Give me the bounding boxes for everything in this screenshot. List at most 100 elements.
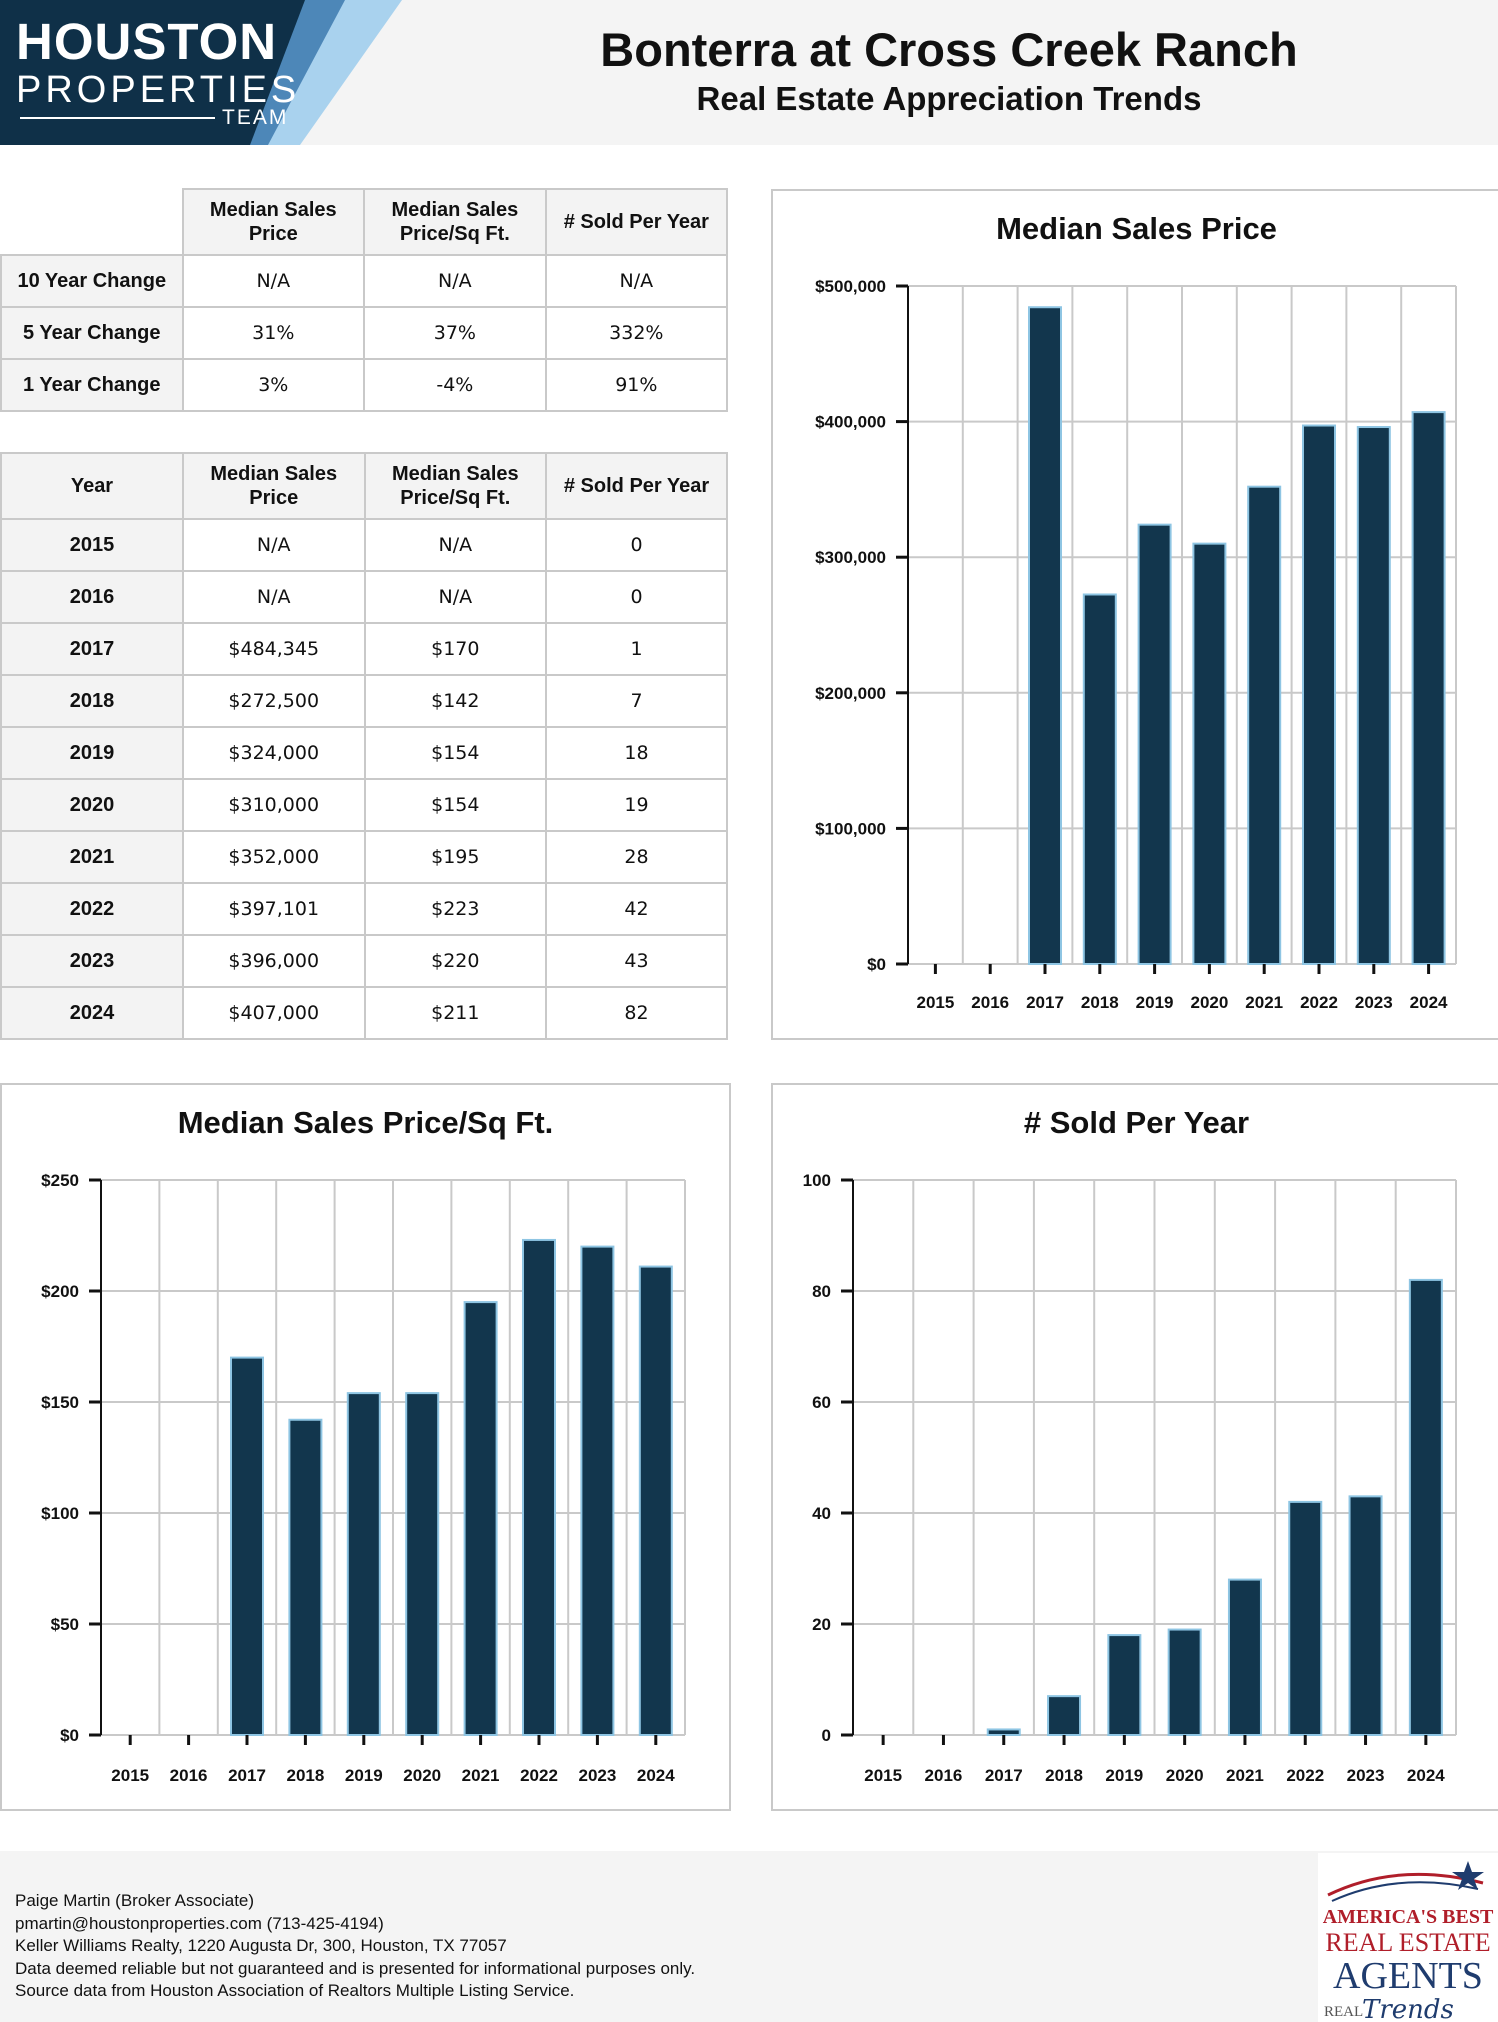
x-tick-label: 2015 <box>111 1766 149 1785</box>
table-row: 2021 $352,000 $195 28 <box>0 830 728 884</box>
cell-sqft: N/A <box>363 254 547 308</box>
y-tick-label: $500,000 <box>815 277 886 296</box>
cell-sqft: $195 <box>363 830 548 884</box>
col-header-sqft: Median Sales Price/Sq Ft. <box>363 188 547 256</box>
americas-best-agents-badge: AMERICA'S BEST REAL ESTATE AGENTS REAL T… <box>1318 1853 1498 2022</box>
cell-price: N/A <box>181 254 366 308</box>
bar-2024 <box>1408 1278 1443 1736</box>
page-header: HOUSTON PROPERTIES TEAM Bonterra at Cros… <box>0 0 1498 145</box>
x-tick-label: 2019 <box>345 1766 383 1785</box>
brokerage-address: Keller Williams Realty, 1220 Augusta Dr,… <box>15 1936 507 1956</box>
cell-sqft: $154 <box>363 726 548 780</box>
cell-price: $324,000 <box>181 726 366 780</box>
cell-sold: 0 <box>545 570 728 624</box>
y-tick-label: 100 <box>803 1171 831 1190</box>
x-tick-label: 2024 <box>1407 1766 1445 1785</box>
col-header-sold: # Sold Per Year <box>545 452 728 520</box>
cell-sqft: $154 <box>363 778 548 832</box>
sold-per-year-chart: # Sold Per Year 0 20 40 60 80 100 2015 2016 2017… <box>771 1083 1498 1811</box>
bar-2023 <box>1348 1495 1383 1736</box>
bar-2017 <box>986 1728 1021 1737</box>
page-subtitle: Real Estate Appreciation Trends <box>696 80 1202 117</box>
y-tick-label: 40 <box>812 1504 831 1523</box>
bar-2022 <box>1288 1500 1323 1736</box>
cell-year: 2018 <box>0 674 184 728</box>
logo-dark-shape <box>0 0 305 145</box>
chart-plot: 0 20 40 60 80 100 2015 2016 2017 2018 2019 2020 2021… <box>803 1171 1457 1785</box>
median-sales-price-sqft-chart: Median Sales Price/Sq Ft. $0 $50 $100 $150 $… <box>0 1083 731 1811</box>
table-row: 2020 $310,000 $154 19 <box>0 778 728 832</box>
bar-2024 <box>1411 411 1446 966</box>
median-sales-price-chart: Median Sales Price $0 $100,000 $200,000 $30… <box>771 189 1498 1040</box>
bar-2020 <box>1192 542 1227 965</box>
y-tick-label: $50 <box>51 1615 79 1634</box>
change-table-header: Median Sales Price Median Sales Price/Sq… <box>1 188 729 256</box>
x-tick-label: 2023 <box>578 1766 616 1785</box>
y-tick-label: 80 <box>812 1282 831 1301</box>
y-tick-label: 0 <box>822 1726 831 1745</box>
x-tick-label: 2023 <box>1355 993 1393 1012</box>
x-tick-label: 2020 <box>1190 993 1228 1012</box>
y-tick-label: $100 <box>41 1504 79 1523</box>
bar-2021 <box>463 1301 498 1736</box>
bar-2022 <box>522 1238 556 1736</box>
y-tick-label: $200,000 <box>815 684 886 703</box>
cell-sqft: $223 <box>363 882 548 936</box>
cell-sqft: $142 <box>363 674 548 728</box>
cell-year: 2021 <box>0 830 184 884</box>
agent-contact: pmartin@houstonproperties.com (713-425-4… <box>15 1913 384 1933</box>
y-tick-label: 20 <box>812 1615 831 1634</box>
logo-line3: TEAM <box>222 106 289 129</box>
cell-year: 2017 <box>0 622 184 676</box>
footer-contact: Paige Martin (Broker Associate) pmartin@… <box>15 1890 695 2003</box>
cell-price: $407,000 <box>181 986 366 1040</box>
data-source: Source data from Houston Association of … <box>15 1981 575 2001</box>
bar-2021 <box>1247 485 1282 965</box>
x-tick-label: 2024 <box>1410 993 1448 1012</box>
bar-2022 <box>1302 424 1336 965</box>
y-tick-label: $250 <box>41 1171 79 1190</box>
x-tick-label: 2019 <box>1105 1766 1143 1785</box>
y-tick-label: $0 <box>60 1726 79 1745</box>
x-tick-label: 2021 <box>462 1766 500 1785</box>
cell-sold: N/A <box>544 254 729 308</box>
x-tick-label: 2021 <box>1226 1766 1264 1785</box>
x-tick-label: 2023 <box>1347 1766 1385 1785</box>
x-tick-label: 2015 <box>916 993 954 1012</box>
col-header-price: Median Sales Price <box>181 452 366 520</box>
y-tick-label: $150 <box>41 1393 79 1412</box>
cell-sold: 42 <box>545 882 728 936</box>
y-tick-label: $100,000 <box>815 819 886 838</box>
col-header-sqft: Median Sales Price/Sq Ft. <box>363 452 548 520</box>
col-header-sold: # Sold Per Year <box>544 188 729 256</box>
cell-sqft: -4% <box>363 358 547 412</box>
chart-title: Median Sales Price/Sq Ft. <box>177 1105 554 1140</box>
cell-price: $397,101 <box>181 882 366 936</box>
badge-line3: AGENTS <box>1333 1955 1483 1997</box>
bar-2017 <box>1028 306 1062 965</box>
row-label: 1 Year Change <box>0 358 184 412</box>
bar-2018 <box>1082 593 1117 965</box>
bar-2018 <box>1047 1695 1082 1737</box>
table-row: 5 Year Change 31% 37% 332% <box>0 306 729 360</box>
logo-mid-stripe <box>240 0 345 145</box>
chart-plot: $0 $50 $100 $150 $200 $250 2015 2016 2017 2018 201… <box>41 1171 686 1785</box>
x-tick-label: 2020 <box>1166 1766 1204 1785</box>
x-tick-label: 2016 <box>925 1766 963 1785</box>
cell-sqft: N/A <box>363 570 548 624</box>
bar-2019 <box>1107 1634 1142 1736</box>
table-row: 2023 $396,000 $220 43 <box>0 934 728 988</box>
y-tick-label: $400,000 <box>815 413 886 432</box>
agent-name: Paige Martin (Broker Associate) <box>15 1891 255 1910</box>
cell-price: $352,000 <box>181 830 366 884</box>
bar-2020 <box>405 1392 440 1736</box>
bar-2021 <box>1227 1578 1262 1736</box>
table-row: 2019 $324,000 $154 18 <box>0 726 728 780</box>
x-tick-label: 2019 <box>1136 993 1174 1012</box>
x-tick-label: 2017 <box>228 1766 266 1785</box>
x-tick-label: 2021 <box>1245 993 1283 1012</box>
cell-price: $396,000 <box>181 934 366 988</box>
y-tick-label: $200 <box>41 1282 79 1301</box>
table-row: 2024 $407,000 $211 82 <box>0 986 728 1040</box>
cell-price: $272,500 <box>181 674 366 728</box>
